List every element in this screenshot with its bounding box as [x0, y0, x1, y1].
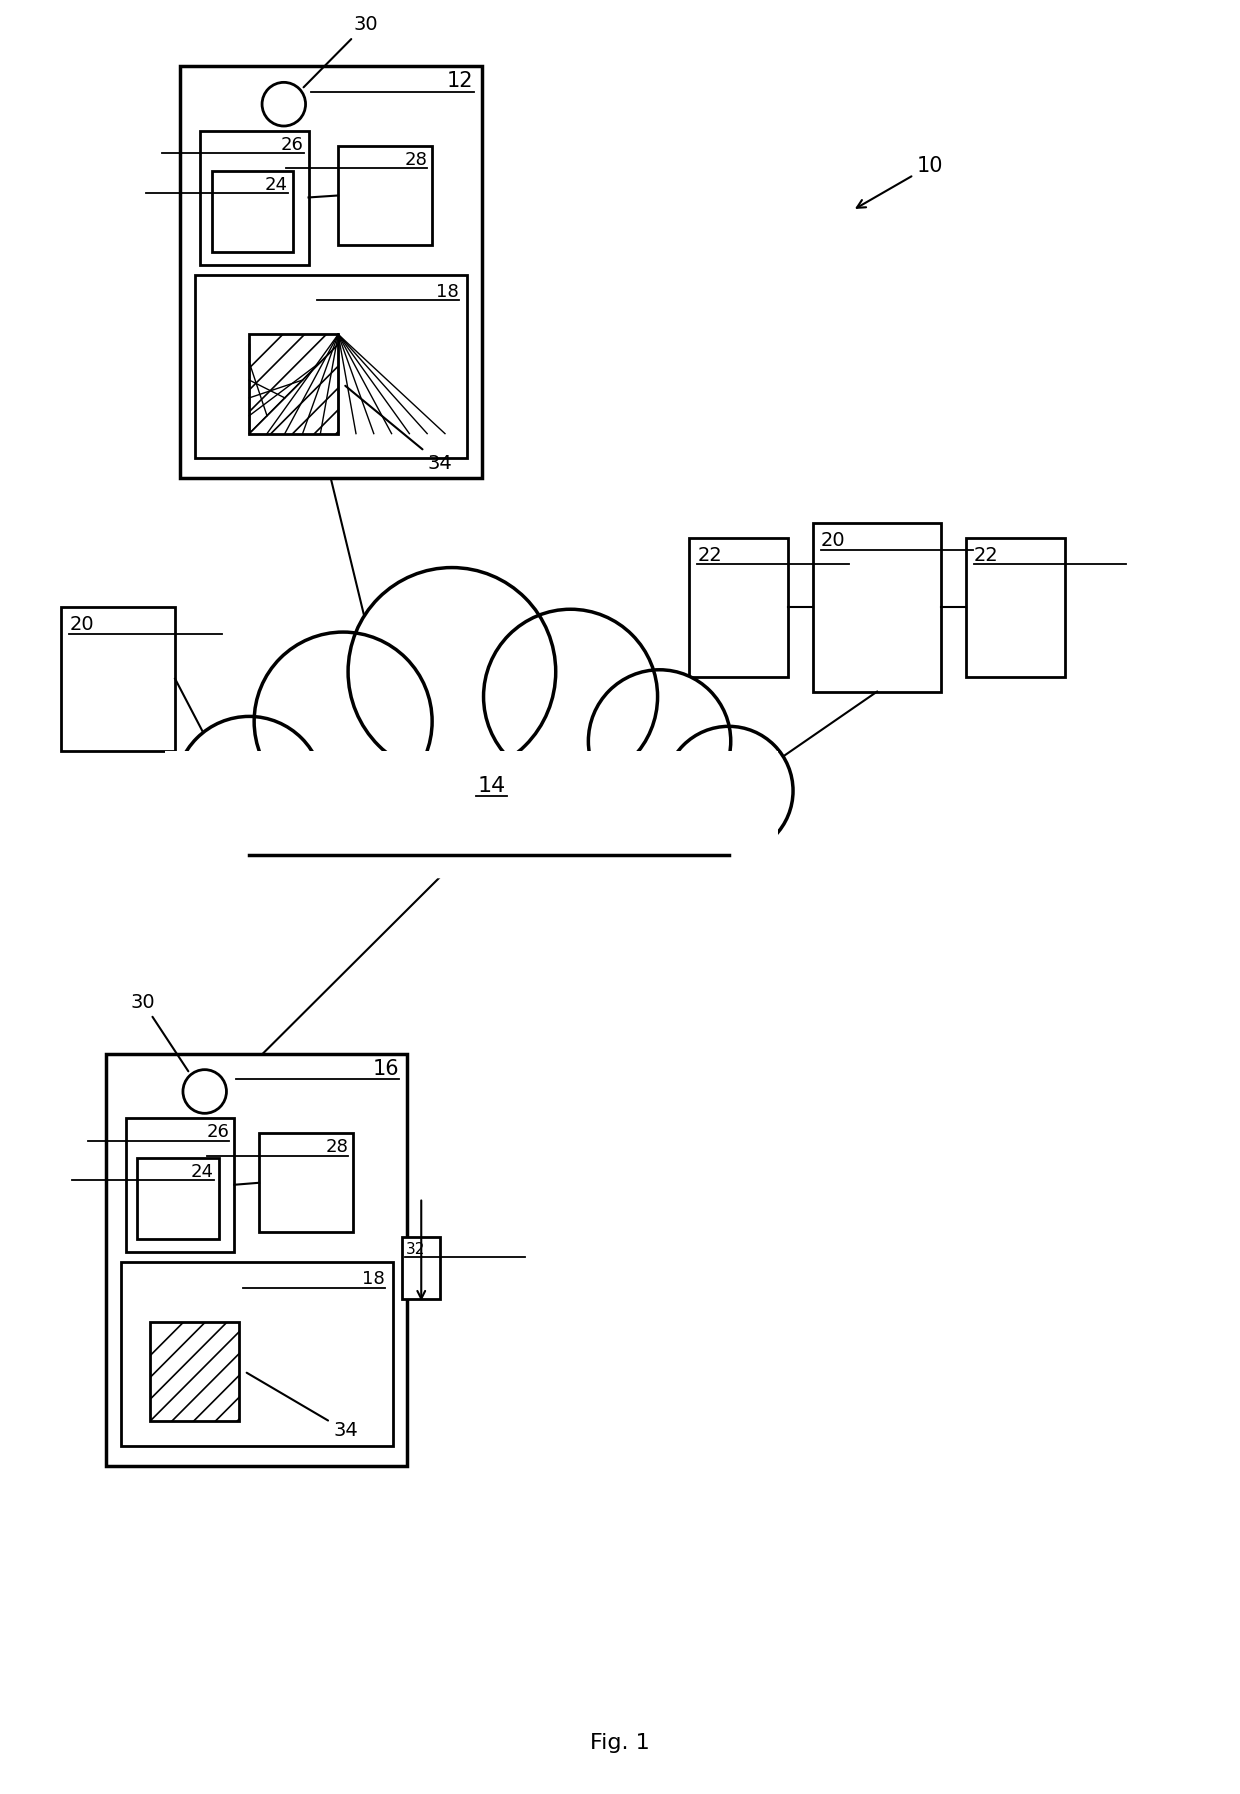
- Bar: [403, 1238, 440, 1299]
- Circle shape: [588, 669, 730, 813]
- Bar: [339, 145, 432, 246]
- Text: 20: 20: [821, 531, 846, 549]
- Bar: [249, 334, 339, 434]
- Text: 18: 18: [436, 283, 459, 301]
- Text: Fig. 1: Fig. 1: [590, 1733, 650, 1753]
- Text: 20: 20: [69, 615, 94, 635]
- Bar: [689, 538, 789, 676]
- Text: 30: 30: [304, 16, 378, 88]
- Circle shape: [348, 567, 556, 777]
- Text: 34: 34: [345, 386, 451, 474]
- Bar: [165, 752, 779, 870]
- Bar: [125, 1118, 234, 1252]
- Bar: [180, 66, 481, 479]
- Text: 28: 28: [404, 151, 428, 169]
- Text: 26: 26: [280, 136, 304, 154]
- Circle shape: [254, 631, 432, 811]
- Text: 16: 16: [373, 1058, 399, 1078]
- Bar: [195, 274, 466, 459]
- Text: 30: 30: [130, 992, 188, 1071]
- Text: 34: 34: [247, 1372, 358, 1441]
- Text: 26: 26: [207, 1123, 229, 1141]
- Text: 10: 10: [857, 156, 944, 208]
- Text: 18: 18: [362, 1270, 384, 1288]
- Circle shape: [175, 716, 324, 865]
- Bar: [966, 538, 1065, 676]
- Bar: [61, 606, 175, 752]
- Bar: [212, 170, 293, 251]
- Bar: [200, 131, 309, 266]
- Text: 24: 24: [191, 1163, 213, 1180]
- Text: 28: 28: [325, 1137, 348, 1155]
- Bar: [812, 522, 941, 692]
- Bar: [105, 1053, 408, 1466]
- Bar: [259, 1134, 353, 1232]
- Circle shape: [665, 727, 794, 856]
- Bar: [120, 1263, 393, 1446]
- Bar: [138, 1157, 218, 1240]
- Text: 22: 22: [973, 545, 998, 565]
- Text: 12: 12: [448, 72, 474, 91]
- Text: 24: 24: [265, 176, 288, 194]
- Ellipse shape: [239, 721, 744, 881]
- Bar: [150, 1322, 239, 1421]
- Text: 14: 14: [477, 775, 506, 797]
- Circle shape: [484, 610, 657, 784]
- Text: 22: 22: [697, 545, 722, 565]
- Text: 32: 32: [405, 1241, 425, 1258]
